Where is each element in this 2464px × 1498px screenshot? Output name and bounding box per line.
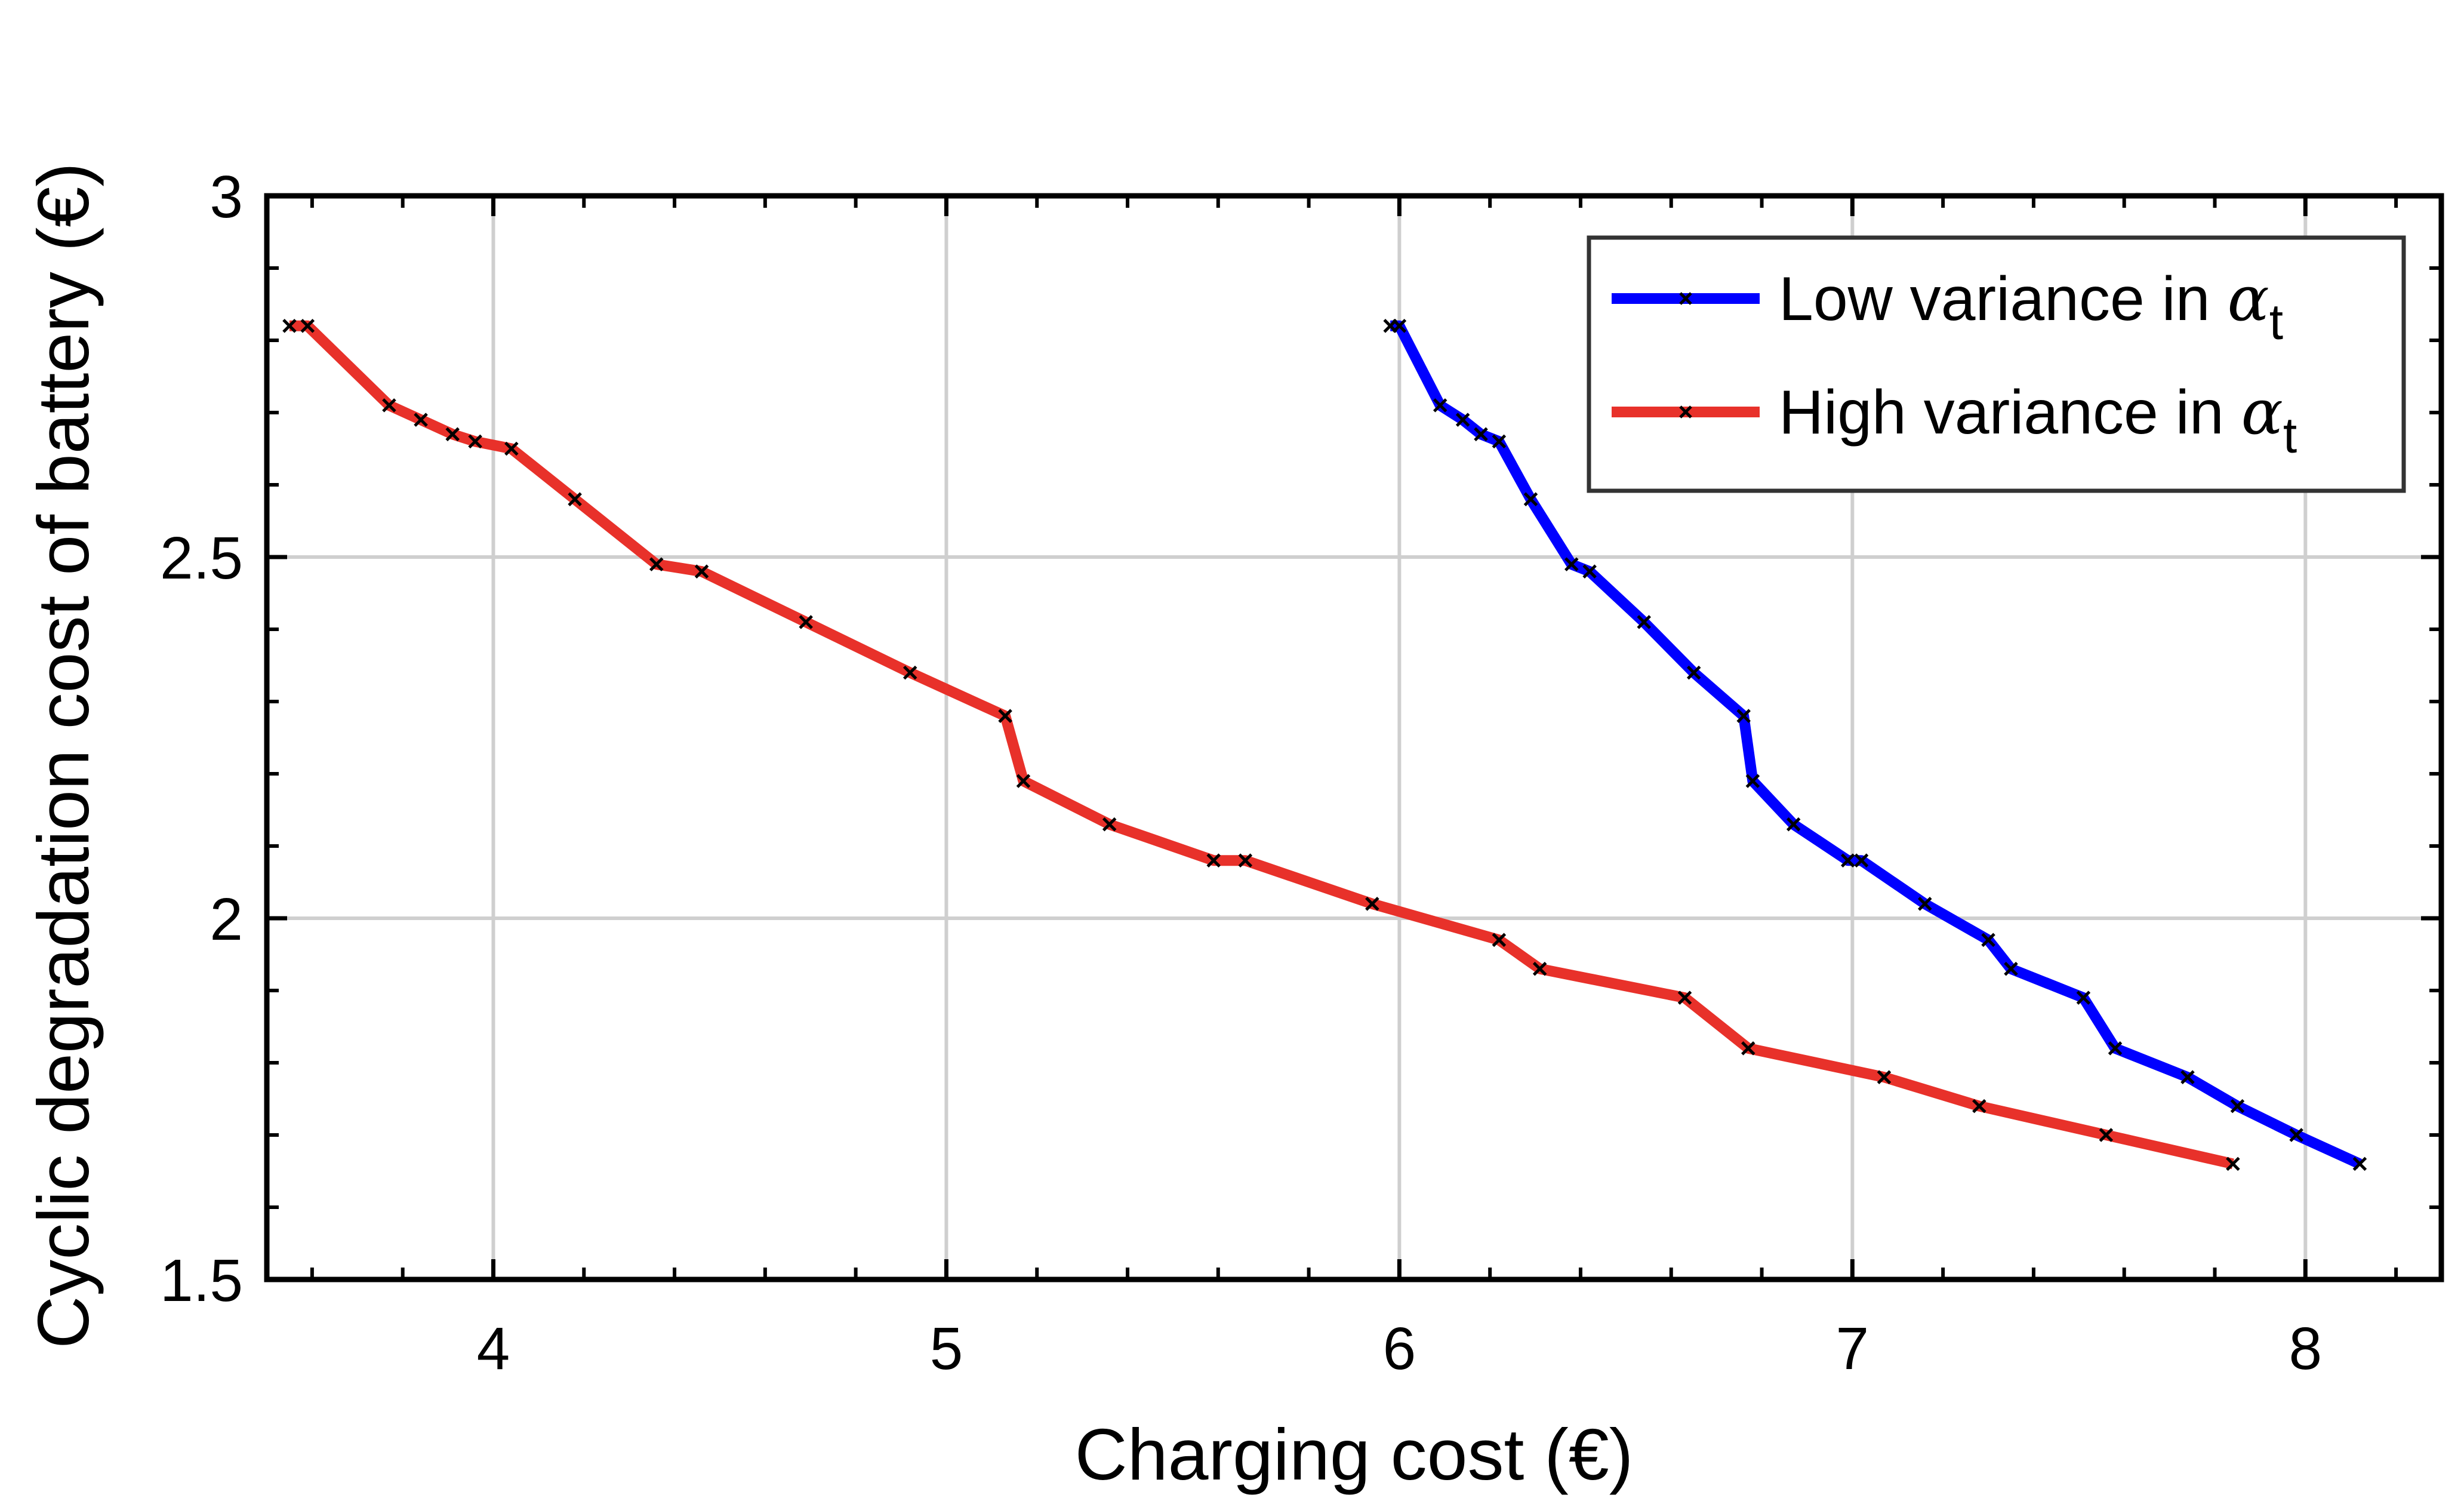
legend-label-low-variance-text: Low variance in (1779, 264, 2228, 334)
data-point-high-variance (2226, 1156, 2240, 1171)
data-point-low-variance (1786, 817, 1801, 832)
data-point-low-variance (2180, 1070, 2195, 1084)
data-point-low-variance (1582, 564, 1597, 579)
data-point-high-variance (1877, 1070, 1892, 1084)
data-point-high-variance (282, 319, 297, 333)
data-point-high-variance (903, 665, 917, 680)
data-point-low-variance (2230, 1099, 2245, 1113)
data-point-low-variance (1840, 853, 1855, 868)
axis-ticks (267, 193, 2441, 1282)
data-point-high-variance (300, 319, 315, 333)
legend-box (1587, 235, 2406, 493)
x-tick-label: 7 (1836, 1315, 1869, 1382)
data-point-high-variance (1492, 933, 1507, 948)
legend-label-high-variance-text: High variance in (1779, 378, 2241, 447)
legend-marker-low-variance (1679, 292, 1692, 305)
tick-labels: 4 5 6 7 8 1.5 2 2.5 3 (160, 164, 2322, 1382)
series-lines (282, 319, 2367, 1171)
legend-label-high-variance-subscript: t (2283, 407, 2297, 463)
data-point-high-variance (1677, 991, 1692, 1005)
series-line-high-variance (289, 320, 2234, 1170)
data-point-high-variance (414, 413, 428, 427)
data-point-high-variance (1741, 1041, 1755, 1056)
data-point-high-variance (1016, 774, 1031, 788)
legend-label-high-variance: High variance in αt (1779, 376, 2297, 463)
x-tick-label: 6 (1383, 1315, 1416, 1382)
data-point-high-variance (504, 441, 519, 456)
data-point-low-variance (1854, 853, 1869, 868)
data-point-high-variance (1206, 853, 1221, 868)
data-point-low-variance (2289, 1128, 2303, 1142)
data-point-low-variance (1455, 413, 1470, 427)
x-axis-label: Charging cost (€) (1075, 1414, 1634, 1495)
data-point-low-variance (1981, 933, 1995, 948)
data-point-low-variance (1564, 557, 1579, 571)
data-point-low-variance (1433, 398, 1447, 413)
legend-marker-high-variance (1679, 405, 1692, 419)
data-point-high-variance (382, 398, 396, 413)
data-point-high-variance (649, 557, 664, 571)
data-point-low-variance (2076, 991, 2091, 1005)
data-point-low-variance (1686, 665, 1701, 680)
legend-label-low-variance-subscript: t (2269, 294, 2283, 350)
x-tick-label: 4 (477, 1315, 510, 1382)
data-point-high-variance (1102, 817, 1117, 832)
data-point-low-variance (2108, 1041, 2123, 1056)
data-point-high-variance (694, 564, 709, 579)
data-point-high-variance (998, 709, 1012, 723)
data-point-high-variance (1532, 961, 1547, 976)
data-point-high-variance (799, 615, 813, 629)
y-tick-label: 3 (210, 164, 243, 230)
y-tick-label: 2.5 (160, 525, 243, 592)
data-point-high-variance (468, 434, 482, 449)
y-axis-label: Cyclic degradation cost of battery (€) (23, 162, 104, 1349)
data-point-low-variance (2352, 1156, 2367, 1171)
legend-label-high-variance-alpha: α (2241, 376, 2283, 448)
data-point-low-variance (1918, 897, 1932, 911)
data-point-high-variance (2099, 1128, 2114, 1142)
data-point-low-variance (1745, 774, 1760, 788)
data-point-low-variance (1392, 319, 1407, 333)
legend: Low variance in αt High variance in αt (1587, 235, 2406, 493)
legend-label-low-variance-alpha: α (2228, 262, 2269, 335)
data-point-low-variance (1492, 434, 1507, 449)
legend-label-low-variance: Low variance in αt (1779, 262, 2283, 350)
x-tick-label: 5 (930, 1315, 963, 1382)
data-point-high-variance (568, 492, 582, 506)
data-point-low-variance (1736, 709, 1751, 723)
y-tick-label: 1.5 (160, 1247, 243, 1314)
y-tick-label: 2 (210, 886, 243, 953)
data-point-high-variance (1365, 897, 1379, 911)
data-point-low-variance (1637, 615, 1651, 629)
x-tick-label: 8 (2289, 1315, 2323, 1382)
data-point-high-variance (1972, 1099, 1986, 1113)
data-point-high-variance (445, 427, 460, 442)
data-point-high-variance (1238, 853, 1253, 868)
plot-frame (264, 193, 2444, 1282)
data-point-low-variance (2004, 961, 2018, 976)
data-point-low-variance (1523, 492, 1538, 506)
data-point-low-variance (1474, 427, 1488, 442)
